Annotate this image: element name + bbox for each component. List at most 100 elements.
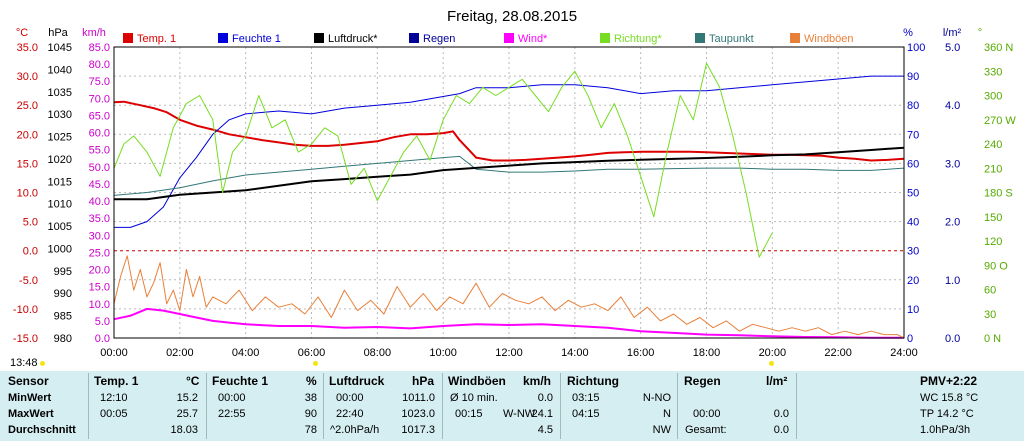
dir-axis-tick-8: 240 [984, 139, 1002, 151]
pct-axis-tick-0: 0 [907, 333, 913, 345]
pmv-dewpoint: TP 14.2 °C [920, 408, 974, 420]
rain-axis-tick-3: 3.0 [945, 158, 960, 170]
gust-max-time: 00:15 [455, 408, 483, 420]
weather-chart: Freitag, 28.08.2015 Temp. 1 Feuchte 1 Luft… [13, 8, 1016, 359]
temp-axis-tick-5: 10.0 [17, 188, 38, 200]
legend-label-7: Windböen [804, 33, 854, 45]
x-tick-12: 24:00 [890, 347, 918, 359]
series [113, 62, 905, 339]
dir-avg-value: NW [652, 424, 671, 436]
x-tick-10: 20:00 [759, 347, 787, 359]
rain-max-time: 00:00 [693, 408, 721, 420]
kmh-unit-label: km/h [82, 27, 106, 39]
dir-axis-tick-10: 300 [984, 91, 1002, 103]
press-col-title: Luftdruck [329, 374, 385, 388]
pct-axis-tick-9: 90 [907, 71, 919, 83]
hpa-axis-tick-8: 1020 [48, 154, 72, 166]
press-max-time: 22:40 [336, 408, 364, 420]
hpa-axis-tick-13: 1045 [48, 42, 72, 54]
hpa-axis-tick-11: 1035 [48, 87, 72, 99]
pct-axis-tick-4: 40 [907, 217, 919, 229]
pct-axis-tick-10: 100 [907, 42, 925, 54]
grid [113, 46, 905, 339]
plot-frame [113, 46, 905, 339]
series-line-hum [114, 75, 904, 228]
dir-col-title: Richtung [567, 374, 619, 388]
pct-axis-tick-5: 50 [907, 188, 919, 200]
time-marker-dot [40, 361, 45, 366]
rain-total-value: 0.0 [773, 424, 789, 436]
rain-axis-tick-1: 1.0 [945, 275, 960, 287]
legend-swatch-1 [218, 33, 228, 43]
temp-axis-tick-6: 15.0 [17, 158, 38, 170]
x-tick-6: 12:00 [495, 347, 523, 359]
hum-min-time: 00:00 [218, 392, 246, 404]
hum-max-value: 90 [304, 408, 317, 420]
series-line-press [114, 146, 905, 201]
kmh-axis-tick-1: 5.0 [95, 316, 110, 328]
pmv-windchill: WC 15.8 °C [920, 392, 979, 404]
rain-col-title: Regen [684, 374, 721, 388]
dir-axis-tick-4: 120 [984, 236, 1002, 248]
dir-max-value: N [663, 408, 671, 420]
pmv-pressure-trend: 1.0hPa/3h [920, 424, 971, 436]
hpa-axis-tick-5: 1005 [48, 221, 72, 233]
press-avg-value: 1017.3 [401, 424, 435, 436]
legend-label-4: Wind* [518, 33, 548, 45]
hum-avg-value: 78 [304, 424, 317, 436]
sunrise-marker-dot [313, 361, 318, 366]
hum-min-value: 38 [304, 392, 317, 404]
temp-axis-tick-7: 20.0 [17, 129, 38, 141]
pct-axis-tick-1: 10 [907, 304, 919, 316]
legend-swatch-0 [123, 33, 133, 43]
hum-col-title: Feuchte 1 [212, 374, 269, 388]
legend-swatch-5 [600, 33, 610, 43]
hpa-axis-tick-1: 985 [54, 311, 72, 323]
dir-axis-tick-12: 360 N [984, 42, 1013, 54]
x-tick-0: 00:00 [100, 347, 128, 359]
legend-label-3: Regen [423, 33, 455, 45]
kmh-axis-tick-11: 55.0 [89, 145, 110, 157]
temp-axis-tick-10: 35.0 [17, 42, 38, 54]
press-min-time: 00:00 [336, 392, 364, 404]
hpa-unit-label: hPa [48, 27, 68, 39]
hum-col-unit: % [306, 374, 317, 388]
temp-axis-tick-3: 0.0 [23, 246, 38, 258]
x-tick-7: 14:00 [561, 347, 589, 359]
dir-unit-label: ° [978, 27, 982, 39]
chart-title: Freitag, 28.08.2015 [447, 8, 577, 25]
rain-axis-tick-0: 0.0 [945, 333, 960, 345]
kmh-axis-tick-6: 30.0 [89, 230, 110, 242]
x-tick-5: 10:00 [429, 347, 457, 359]
hpa-axis-tick-0: 980 [54, 333, 72, 345]
series-line-dew [113, 155, 905, 196]
dir-min-value: N-NO [642, 392, 671, 404]
rain-axis-tick-2: 2.0 [945, 217, 960, 229]
hpa-axis-tick-4: 1000 [48, 243, 72, 255]
legend-swatch-4 [504, 33, 514, 43]
legend-label-0: Temp. 1 [137, 33, 176, 45]
kmh-axis-tick-8: 40.0 [89, 196, 110, 208]
temp-max-value: 25.7 [176, 408, 198, 420]
legend-swatch-3 [409, 33, 419, 43]
sensor-title: Sensor [8, 374, 49, 388]
temp-axis-tick-9: 30.0 [17, 71, 38, 83]
legend-swatch-2 [314, 33, 324, 43]
temp-col-unit: °C [186, 374, 200, 388]
pct-unit-label: % [903, 27, 913, 39]
pct-axis-tick-6: 60 [907, 158, 919, 170]
x-tick-3: 06:00 [298, 347, 326, 359]
kmh-axis-tick-13: 65.0 [89, 110, 110, 122]
press-min-value: 1011.0 [402, 392, 435, 404]
rain-unit-label: l/m² [943, 27, 962, 39]
sunset-marker-dot [769, 361, 774, 366]
series-line-temp [113, 100, 905, 162]
row-label-min: MinWert [8, 392, 52, 404]
rain-total-label: Gesamt: [685, 424, 727, 436]
pct-axis-tick-3: 30 [907, 246, 919, 258]
dir-min-time: 03:15 [572, 392, 600, 404]
dir-axis-tick-3: 90 O [984, 260, 1008, 272]
dir-max-time: 04:15 [572, 408, 600, 420]
kmh-axis-tick-12: 60.0 [89, 128, 110, 140]
legend-swatch-6 [695, 33, 705, 43]
